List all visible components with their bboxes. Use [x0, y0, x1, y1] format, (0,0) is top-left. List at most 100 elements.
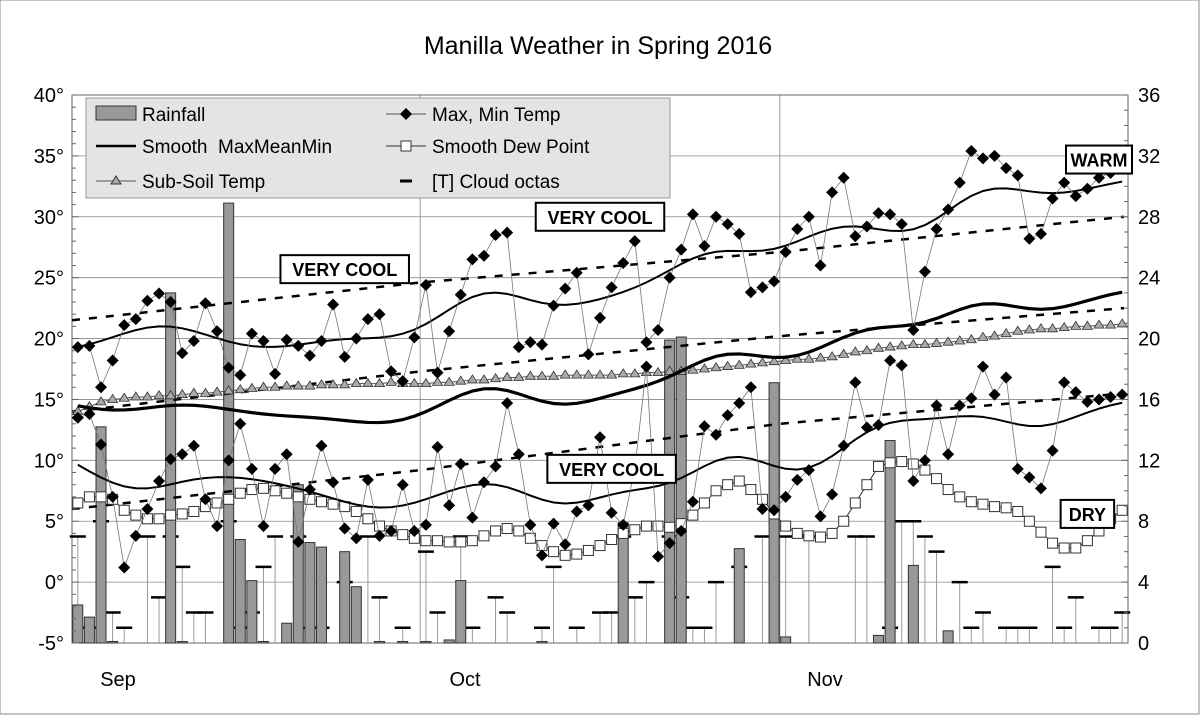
dew-point-marker: [977, 498, 989, 510]
right-tick-label: 0: [1138, 633, 1149, 655]
min-temp-point: [594, 431, 606, 444]
max-temp-point: [640, 336, 653, 349]
min-temp-point: [779, 490, 792, 503]
sub-soil-point: [652, 366, 664, 377]
rainfall-bar: [107, 640, 119, 644]
min-temp-point: [976, 360, 989, 373]
min-temp-point: [327, 476, 340, 489]
dew-point-marker: [710, 485, 722, 497]
min-temp-point: [675, 524, 688, 537]
max-temp-point: [1092, 171, 1105, 184]
dew-point-marker: [490, 525, 502, 537]
sub-soil-point: [211, 386, 223, 396]
min-temp-point: [837, 439, 850, 452]
min-temp-point: [176, 448, 189, 461]
max-temp-point: [199, 297, 212, 310]
sub-soil-point: [443, 376, 455, 386]
right-tick-label: 8: [1138, 511, 1149, 533]
sub-soil-point: [176, 388, 188, 398]
dew-point-marker: [292, 491, 304, 503]
min-temp-point: [756, 503, 769, 516]
dew-point-marker: [141, 513, 153, 525]
rainfall-bar: [292, 484, 304, 644]
sub-soil-point: [234, 383, 246, 394]
sub-soil-point: [1081, 320, 1094, 330]
rainfall-bar: [443, 639, 455, 644]
max-temp-point: [710, 210, 723, 223]
sub-soil-point: [919, 338, 931, 349]
rainfall-bar: [246, 580, 258, 644]
sub-soil-point: [629, 368, 641, 378]
legend-box: [85, 97, 671, 199]
min-temp-point: [547, 517, 560, 530]
sub-soil-point: [280, 380, 293, 390]
min-temp-point: [71, 411, 84, 424]
min-temp-point: [315, 439, 328, 452]
sub-soil-point: [710, 362, 722, 372]
max-temp-point: [628, 235, 641, 248]
max-temp-point: [756, 281, 769, 294]
min-temp-point: [1000, 371, 1013, 384]
sub-soil-point: [153, 390, 165, 400]
left-tick-label: 15°: [34, 389, 64, 411]
dew-point-marker: [780, 520, 792, 532]
legend-cloud: [T] Cloud octas: [432, 172, 560, 193]
rainfall-bar: [420, 640, 432, 644]
rainfall-bar: [281, 622, 293, 644]
sub-soil-point: [106, 393, 119, 403]
max-temp-point: [501, 226, 514, 239]
max-temp-point: [1058, 176, 1071, 189]
sub-soil-point: [1035, 323, 1047, 333]
min-temp-point: [663, 537, 676, 550]
sub-soil-point: [141, 391, 154, 401]
dew-point-marker: [664, 521, 676, 533]
min-temp-point: [617, 518, 630, 531]
dew-point-marker: [72, 497, 84, 509]
sub-soil-point: [338, 379, 351, 389]
dew-point-marker: [989, 501, 1001, 513]
max-temp-point: [466, 253, 479, 266]
sub-soil-point: [803, 353, 815, 363]
dew-point-marker: [83, 491, 95, 503]
dew-point-marker: [1023, 515, 1035, 527]
sub-soil-point: [292, 380, 305, 390]
dew-point-marker: [942, 484, 954, 496]
sub-soil-point: [605, 369, 618, 379]
min-temp-point: [895, 359, 908, 372]
sub-soil-point: [164, 390, 177, 400]
rainfall-bar: [83, 616, 95, 644]
smooth-mean-line: [77, 290, 1123, 425]
dew-point-marker: [1116, 504, 1128, 516]
sub-soil-point: [1000, 327, 1012, 338]
max-temp-point: [721, 218, 734, 231]
sub-soil-point: [907, 338, 920, 349]
annotation-box: [534, 201, 666, 232]
dew-point-marker: [838, 515, 850, 527]
min-temp-point: [884, 354, 897, 367]
min-temp-point: [942, 448, 955, 461]
sub-soil-point: [663, 365, 676, 375]
average-min-line: [71, 392, 1125, 511]
legend-dew: Smooth Dew Point: [432, 137, 590, 158]
legend-temp: Max, Min Temp: [432, 105, 560, 126]
annotation-label: WARM: [1070, 151, 1127, 171]
dew-point-marker: [455, 536, 467, 548]
sub-soil-point: [536, 370, 548, 380]
sub-soil-point: [965, 334, 978, 344]
triangle-icon: [110, 175, 122, 185]
max-temp-point: [396, 375, 409, 388]
sub-soil-point: [884, 341, 896, 351]
min-temp-point: [698, 420, 711, 433]
max-temp-point: [350, 332, 363, 345]
max-temp-point: [582, 348, 595, 361]
max-temp-point: [733, 227, 746, 240]
dew-point-marker: [432, 535, 444, 547]
max-temp-point: [907, 324, 920, 337]
min-temp-point: [872, 419, 885, 432]
max-temp-point: [918, 265, 931, 278]
sub-soil-point: [547, 370, 560, 380]
legend-rainfall-swatch: [95, 105, 137, 121]
min-temp-point: [1023, 471, 1036, 484]
max-temp-point: [361, 313, 374, 326]
sub-soil-point: [350, 377, 363, 388]
